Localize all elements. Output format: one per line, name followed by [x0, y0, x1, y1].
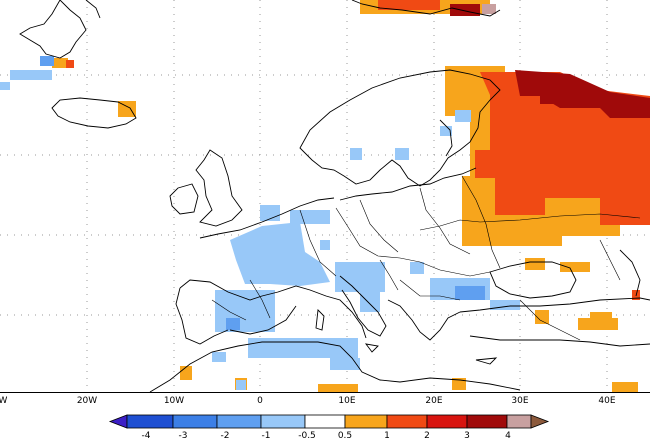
colorbar-segment-2 [172, 414, 218, 429]
colorbar-segment-7 [386, 414, 428, 429]
lon-label-w: W [0, 396, 8, 406]
colorbar-segment-1 [126, 414, 174, 429]
cold-anomaly-patches [0, 56, 520, 390]
color-legend: -4 -3 -2 -1 -0.5 0.5 1 2 3 4 [0, 414, 650, 445]
colorbar-segment-below-min [108, 414, 128, 429]
colorbar-segment-9 [466, 414, 508, 429]
lon-label-20w: 20W [76, 396, 98, 406]
country-borders [211, 175, 641, 341]
map-svg [0, 0, 650, 392]
legend-label-neg4: -4 [141, 431, 151, 441]
axis-line [0, 392, 650, 393]
longitude-axis: W 20W 10W 0 10E 20E 30E 40E [0, 392, 650, 414]
legend-label-4: 4 [505, 431, 511, 441]
colorbar [108, 414, 550, 429]
colorbar-segment-4 [260, 414, 306, 429]
anomaly-map [0, 0, 650, 392]
lon-label-20e: 20E [425, 396, 443, 406]
lon-label-10e: 10E [338, 396, 356, 406]
colorbar-segment-5 [304, 414, 346, 429]
lon-label-40e: 40E [598, 396, 616, 406]
lon-label-0: 0 [257, 396, 263, 406]
legend-label-neg05: -0.5 [298, 431, 316, 441]
legend-label-05: 0.5 [337, 431, 353, 441]
lon-label-10w: 10W [163, 396, 185, 406]
colorbar-segment-8 [426, 414, 468, 429]
legend-label-1: 1 [384, 431, 390, 441]
lon-label-30e: 30E [511, 396, 529, 406]
colorbar-segment-3 [216, 414, 262, 429]
colorbar-segment-10 [506, 414, 532, 429]
legend-label-2: 2 [424, 431, 430, 441]
legend-label-neg1: -1 [261, 431, 271, 441]
colorbar-segment-6 [344, 414, 388, 429]
colorbar-segment-above-max [530, 414, 550, 429]
legend-label-neg2: -2 [220, 431, 230, 441]
legend-label-neg3: -3 [178, 431, 188, 441]
coastlines [19, 0, 650, 392]
warm-anomaly-patches [52, 0, 650, 392]
legend-label-3: 3 [464, 431, 470, 441]
